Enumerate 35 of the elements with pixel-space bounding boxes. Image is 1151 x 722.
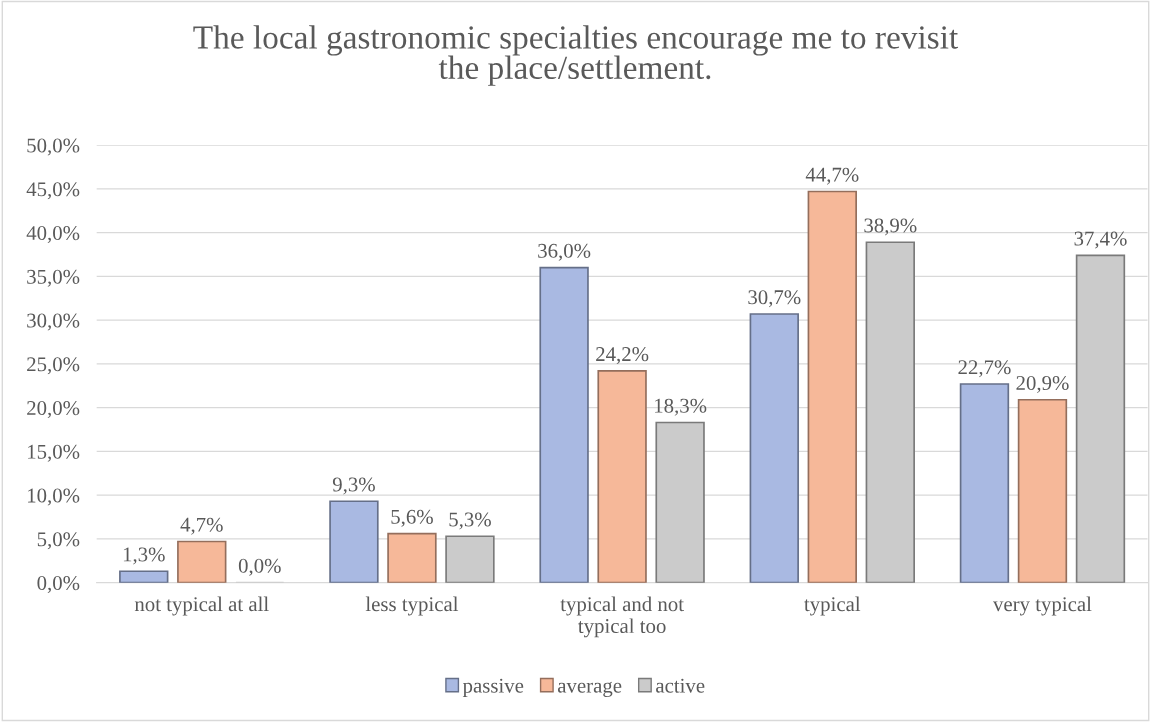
data-label: 38,9% (864, 218, 917, 236)
y-tick-label: 30,0% (27, 313, 80, 331)
y-tick-label: 10,0% (28, 488, 80, 506)
x-tick-label: very typical (993, 596, 1092, 616)
y-tick-label: 25,0% (27, 357, 80, 375)
data-label: 0,0% (238, 558, 281, 576)
y-tick-label: 20,0% (27, 401, 80, 419)
data-label: 1,3% (123, 547, 165, 565)
legend-label: active (656, 678, 705, 693)
y-tick-label: 50,0% (27, 138, 80, 156)
y-tick-label: 15,0% (28, 444, 80, 462)
data-label: 36,0% (538, 243, 591, 261)
x-tick-label: typical and not typical too (560, 596, 684, 638)
data-label: 22,7% (958, 360, 1011, 378)
data-label: 4,7% (180, 517, 223, 535)
data-label: 5,3% (449, 512, 491, 530)
data-label: 9,3% (332, 477, 375, 495)
y-tick-label: 5,0% (37, 532, 80, 550)
data-label: 20,9% (1016, 375, 1069, 393)
legend-label: average (557, 681, 622, 697)
y-tick-label: 35,0% (27, 269, 80, 287)
data-label: 5,6% (391, 509, 433, 527)
data-label: 24,2% (596, 347, 649, 365)
data-label: 30,7% (748, 290, 801, 308)
legend-label: passive (462, 678, 524, 697)
x-tick-label: less typical (365, 596, 459, 616)
data-label: 44,7% (805, 167, 859, 185)
x-tick-label: typical (804, 596, 861, 616)
x-tick-label: not typical at all (134, 596, 269, 616)
chart-title: The local gastronomic specialties encourage me to revisit the place/settlement. (193, 25, 959, 86)
y-tick-label: 0,0% (37, 576, 80, 594)
y-tick-label: 40,0% (26, 226, 80, 244)
y-tick-label: 45,0% (26, 182, 80, 200)
data-label: 18,3% (655, 398, 707, 416)
data-label: 37,4% (1074, 231, 1127, 249)
